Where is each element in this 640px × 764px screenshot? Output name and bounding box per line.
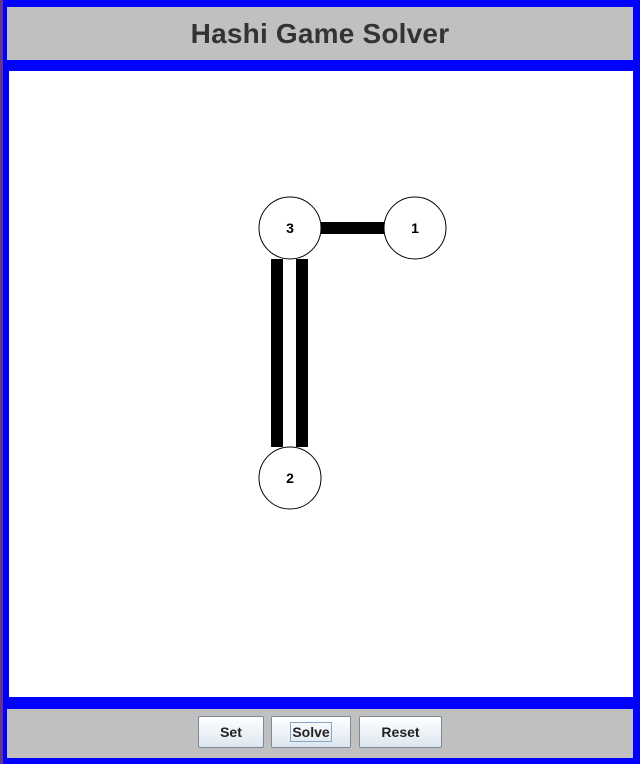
set-button[interactable]: Set xyxy=(198,716,264,748)
island-value: 3 xyxy=(286,220,294,236)
island-circle xyxy=(258,446,322,510)
island-value: 2 xyxy=(286,470,294,486)
page-title: Hashi Game Solver xyxy=(190,17,450,49)
bridge-single xyxy=(321,222,385,234)
board-canvas[interactable]: 3 1 2 xyxy=(9,71,633,697)
island[interactable]: 1 xyxy=(383,196,447,260)
island-circle xyxy=(258,196,322,260)
bridge-double-line-2 xyxy=(296,259,308,447)
set-button-label: Set xyxy=(220,724,242,740)
island[interactable]: 3 xyxy=(258,196,322,260)
game-board[interactable]: 3 1 2 xyxy=(9,71,633,697)
header-panel: Hashi Game Solver xyxy=(7,7,633,60)
island[interactable]: 2 xyxy=(258,446,322,510)
solve-button-label: Solve xyxy=(290,722,332,742)
window-edge xyxy=(0,0,3,764)
solve-button[interactable]: Solve xyxy=(271,716,351,748)
button-panel: Set Solve Reset xyxy=(7,709,633,758)
reset-button[interactable]: Reset xyxy=(359,716,442,748)
island-circle xyxy=(383,196,447,260)
bridge-double-line-1 xyxy=(271,259,283,447)
island-value: 1 xyxy=(411,220,419,236)
reset-button-label: Reset xyxy=(381,724,420,740)
